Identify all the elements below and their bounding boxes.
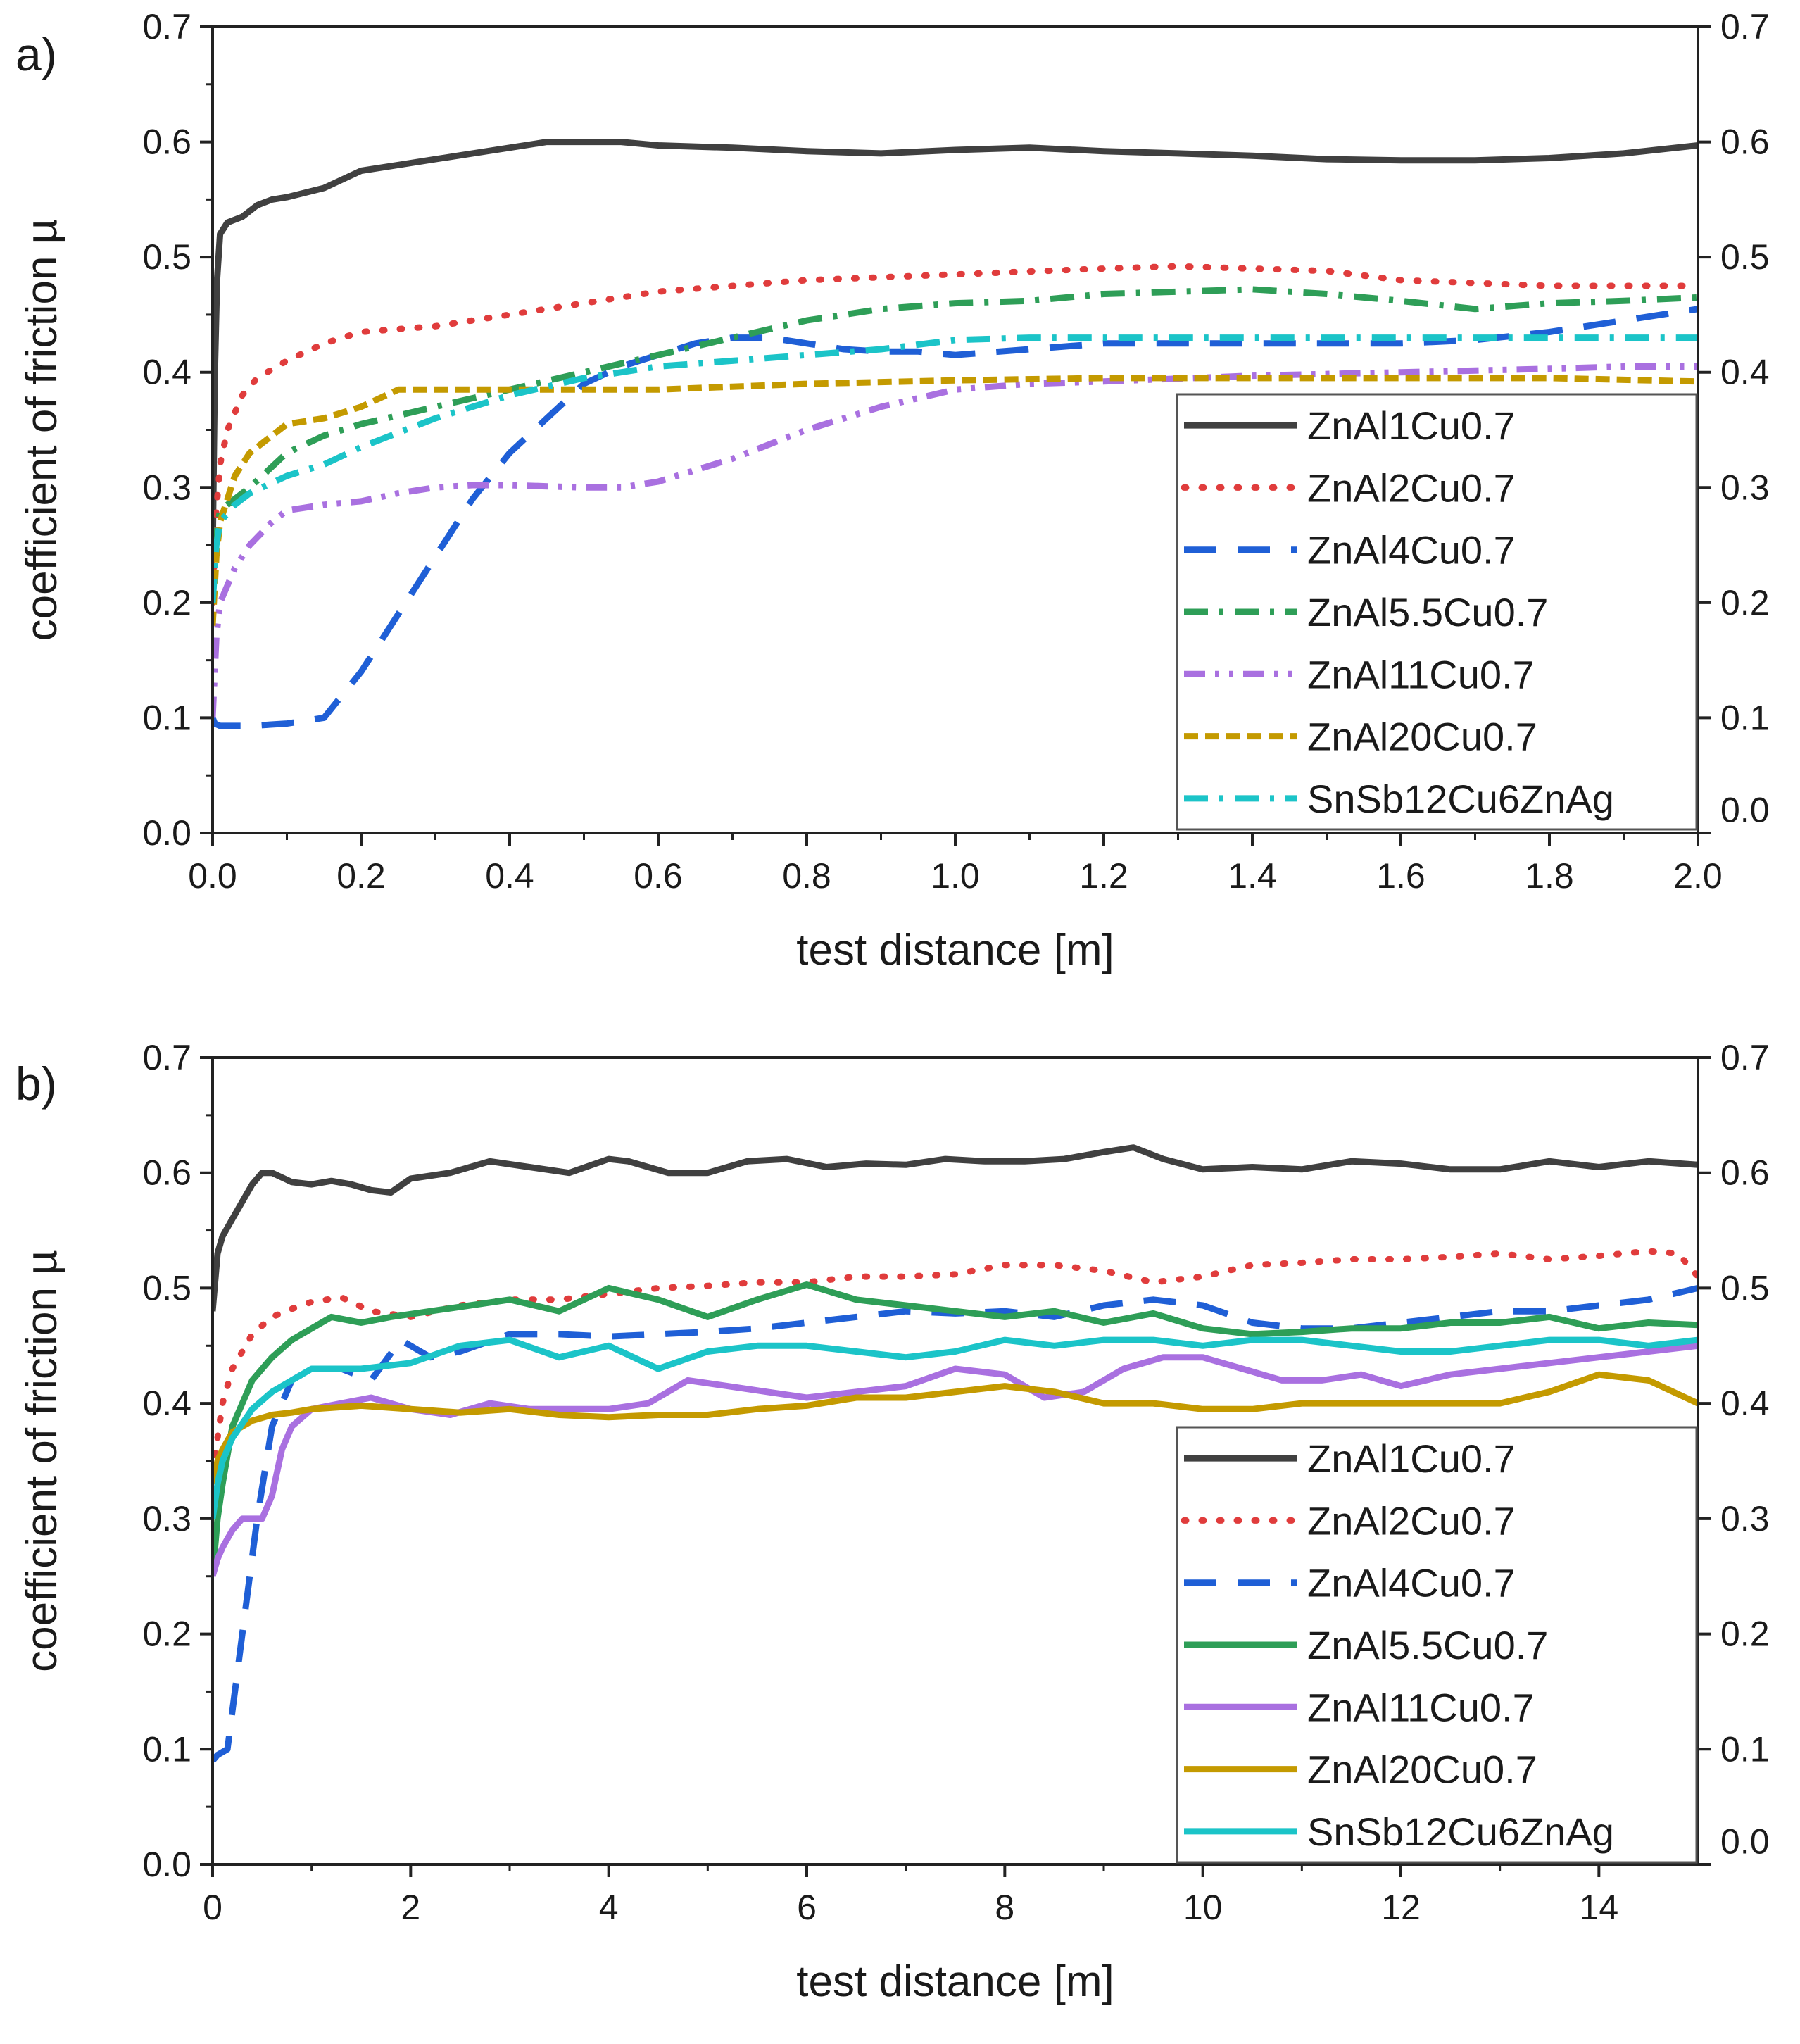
x-tick-label: 8 <box>995 1888 1014 1927</box>
x-tick-label: 6 <box>797 1888 817 1927</box>
series-group <box>213 139 1698 729</box>
legend-label: ZnAl20Cu0.7 <box>1307 715 1537 759</box>
right-y-tick-label: 0.6 <box>1720 1153 1770 1193</box>
series-line-znal1cu0-7 <box>213 1144 1698 1312</box>
y-tick-label: 0.6 <box>142 123 191 162</box>
legend-label: ZnAl2Cu0.7 <box>1307 465 1516 510</box>
legend-label: ZnAl5.5Cu0.7 <box>1307 590 1548 634</box>
chart-panel-b: 0 2 4 6 8 10 12 14 0.0 0.1 0.2 0.3 0.4 0.5 0.6 0.7 0.0 0.… <box>18 1038 1770 2006</box>
right-y-tick-label: 0.0 <box>1720 790 1770 829</box>
x-tick-label: 2 <box>401 1888 420 1927</box>
legend: ZnAl1Cu0.7 ZnAl2Cu0.7 ZnAl4Cu0.7 ZnAl5.5Cu0… <box>1176 393 1698 831</box>
series-line-znal11cu0-7 <box>213 363 1698 718</box>
series-line-znal4cu0-7 <box>213 306 1698 729</box>
x-tick-label: 0.6 <box>634 856 683 896</box>
y-tick-label: 0.1 <box>142 1729 191 1769</box>
series-group <box>213 1144 1698 1763</box>
x-axis-title: test distance [m] <box>796 1957 1114 2006</box>
right-y-tick-label: 0.2 <box>1720 1614 1770 1654</box>
y-tick-label: 0.4 <box>142 353 191 392</box>
series-line-znal2cu0-7 <box>213 1248 1698 1476</box>
right-y-tick-label: 0.4 <box>1720 1384 1770 1423</box>
series-line-snsb12cu6znag <box>213 1336 1698 1519</box>
x-tick-label: 0.0 <box>188 856 237 896</box>
series-line-znal1cu0-7 <box>213 139 1698 557</box>
right-y-tick-label: 0.4 <box>1720 353 1770 392</box>
y-tick-label: 0.4 <box>142 1384 191 1423</box>
series-line-znal11cu0-7 <box>213 1342 1698 1577</box>
x-tick-label: 1.8 <box>1525 856 1574 896</box>
series-line-znal20cu0-7 <box>213 375 1698 626</box>
x-tick-label: 10 <box>1183 1888 1223 1927</box>
right-y-tick-label: 0.3 <box>1720 468 1770 507</box>
legend-label: SnSb12Cu6ZnAg <box>1307 1810 1614 1854</box>
right-y-tick-label: 0.1 <box>1720 698 1770 737</box>
x-axis-title: test distance [m] <box>796 926 1114 974</box>
legend-label: ZnAl2Cu0.7 <box>1307 1498 1516 1543</box>
x-tick-label: 12 <box>1381 1888 1421 1927</box>
y-tick-label: 0.6 <box>142 1153 191 1193</box>
legend: ZnAl1Cu0.7 ZnAl2Cu0.7 ZnAl4Cu0.7 ZnAl5.5Cu0… <box>1176 1426 1698 1864</box>
legend-label: ZnAl4Cu0.7 <box>1307 528 1516 572</box>
right-y-tick-label: 0.7 <box>1720 1038 1770 1077</box>
y-tick-label: 0.0 <box>142 813 191 853</box>
y-tick-label: 0.5 <box>142 237 191 277</box>
y-tick-label: 0.3 <box>142 468 191 507</box>
legend-label: ZnAl20Cu0.7 <box>1307 1748 1537 1792</box>
right-y-tick-label: 0.3 <box>1720 1499 1770 1538</box>
legend-label: ZnAl1Cu0.7 <box>1307 403 1516 448</box>
x-tick-label: 0 <box>203 1888 222 1927</box>
legend-label: ZnAl11Cu0.7 <box>1307 1685 1535 1729</box>
series-line-snsb12cu6znag <box>213 334 1698 603</box>
right-y-tick-label: 0.5 <box>1720 237 1770 277</box>
right-y-tick-label: 0.0 <box>1720 1822 1770 1861</box>
y-tick-label: 0.2 <box>142 583 191 622</box>
y-axis-title: coefficient of friction µ <box>18 219 66 641</box>
right-y-tick-label: 0.2 <box>1720 583 1770 622</box>
x-tick-label: 2.0 <box>1673 856 1723 896</box>
legend-label: ZnAl5.5Cu0.7 <box>1307 1623 1548 1667</box>
series-line-znal2cu0-7 <box>213 263 1698 606</box>
y-axis-title: coefficient of friction µ <box>18 1250 66 1672</box>
legend-box <box>1176 393 1698 831</box>
y-tick-label: 0.7 <box>142 1038 191 1077</box>
legend-label: ZnAl4Cu0.7 <box>1307 1561 1516 1605</box>
right-y-tick-label: 0.7 <box>1720 7 1770 46</box>
y-tick-label: 0.3 <box>142 1499 191 1538</box>
x-tick-label: 0.2 <box>336 856 386 896</box>
x-tick-label: 4 <box>599 1888 619 1927</box>
series-line-znal20cu0-7 <box>213 1371 1698 1485</box>
y-tick-label: 0.1 <box>142 698 191 737</box>
y-tick-label: 0.2 <box>142 1614 191 1654</box>
x-tick-label: 0.4 <box>485 856 534 896</box>
chart-panel-a: 0.0 0.2 0.4 0.6 0.8 1.0 1.2 1.4 1.6 1.8 2.0 0.0 0.1 0… <box>18 7 1770 974</box>
legend-label: ZnAl11Cu0.7 <box>1307 652 1535 696</box>
y-tick-label: 0.7 <box>142 7 191 46</box>
y-tick-label: 0.5 <box>142 1268 191 1308</box>
x-tick-label: 0.8 <box>782 856 831 896</box>
y-tick-label: 0.0 <box>142 1845 191 1884</box>
right-y-tick-label: 0.5 <box>1720 1268 1770 1308</box>
legend-label: SnSb12Cu6ZnAg <box>1307 777 1614 821</box>
x-tick-label: 1.0 <box>931 856 980 896</box>
x-tick-label: 1.6 <box>1376 856 1425 896</box>
right-y-tick-label: 0.6 <box>1720 123 1770 162</box>
legend-label: ZnAl1Cu0.7 <box>1307 1436 1516 1481</box>
series-line-znal5-5cu0-7 <box>213 286 1698 603</box>
x-tick-label: 1.2 <box>1079 856 1128 896</box>
series-line-znal5-5cu0-7 <box>213 1281 1698 1577</box>
panel-label-a: a) <box>15 28 57 80</box>
x-tick-label: 14 <box>1580 1888 1619 1927</box>
panel-label-b: b) <box>15 1058 57 1110</box>
x-tick-label: 1.4 <box>1228 856 1277 896</box>
right-y-tick-label: 0.1 <box>1720 1729 1770 1769</box>
